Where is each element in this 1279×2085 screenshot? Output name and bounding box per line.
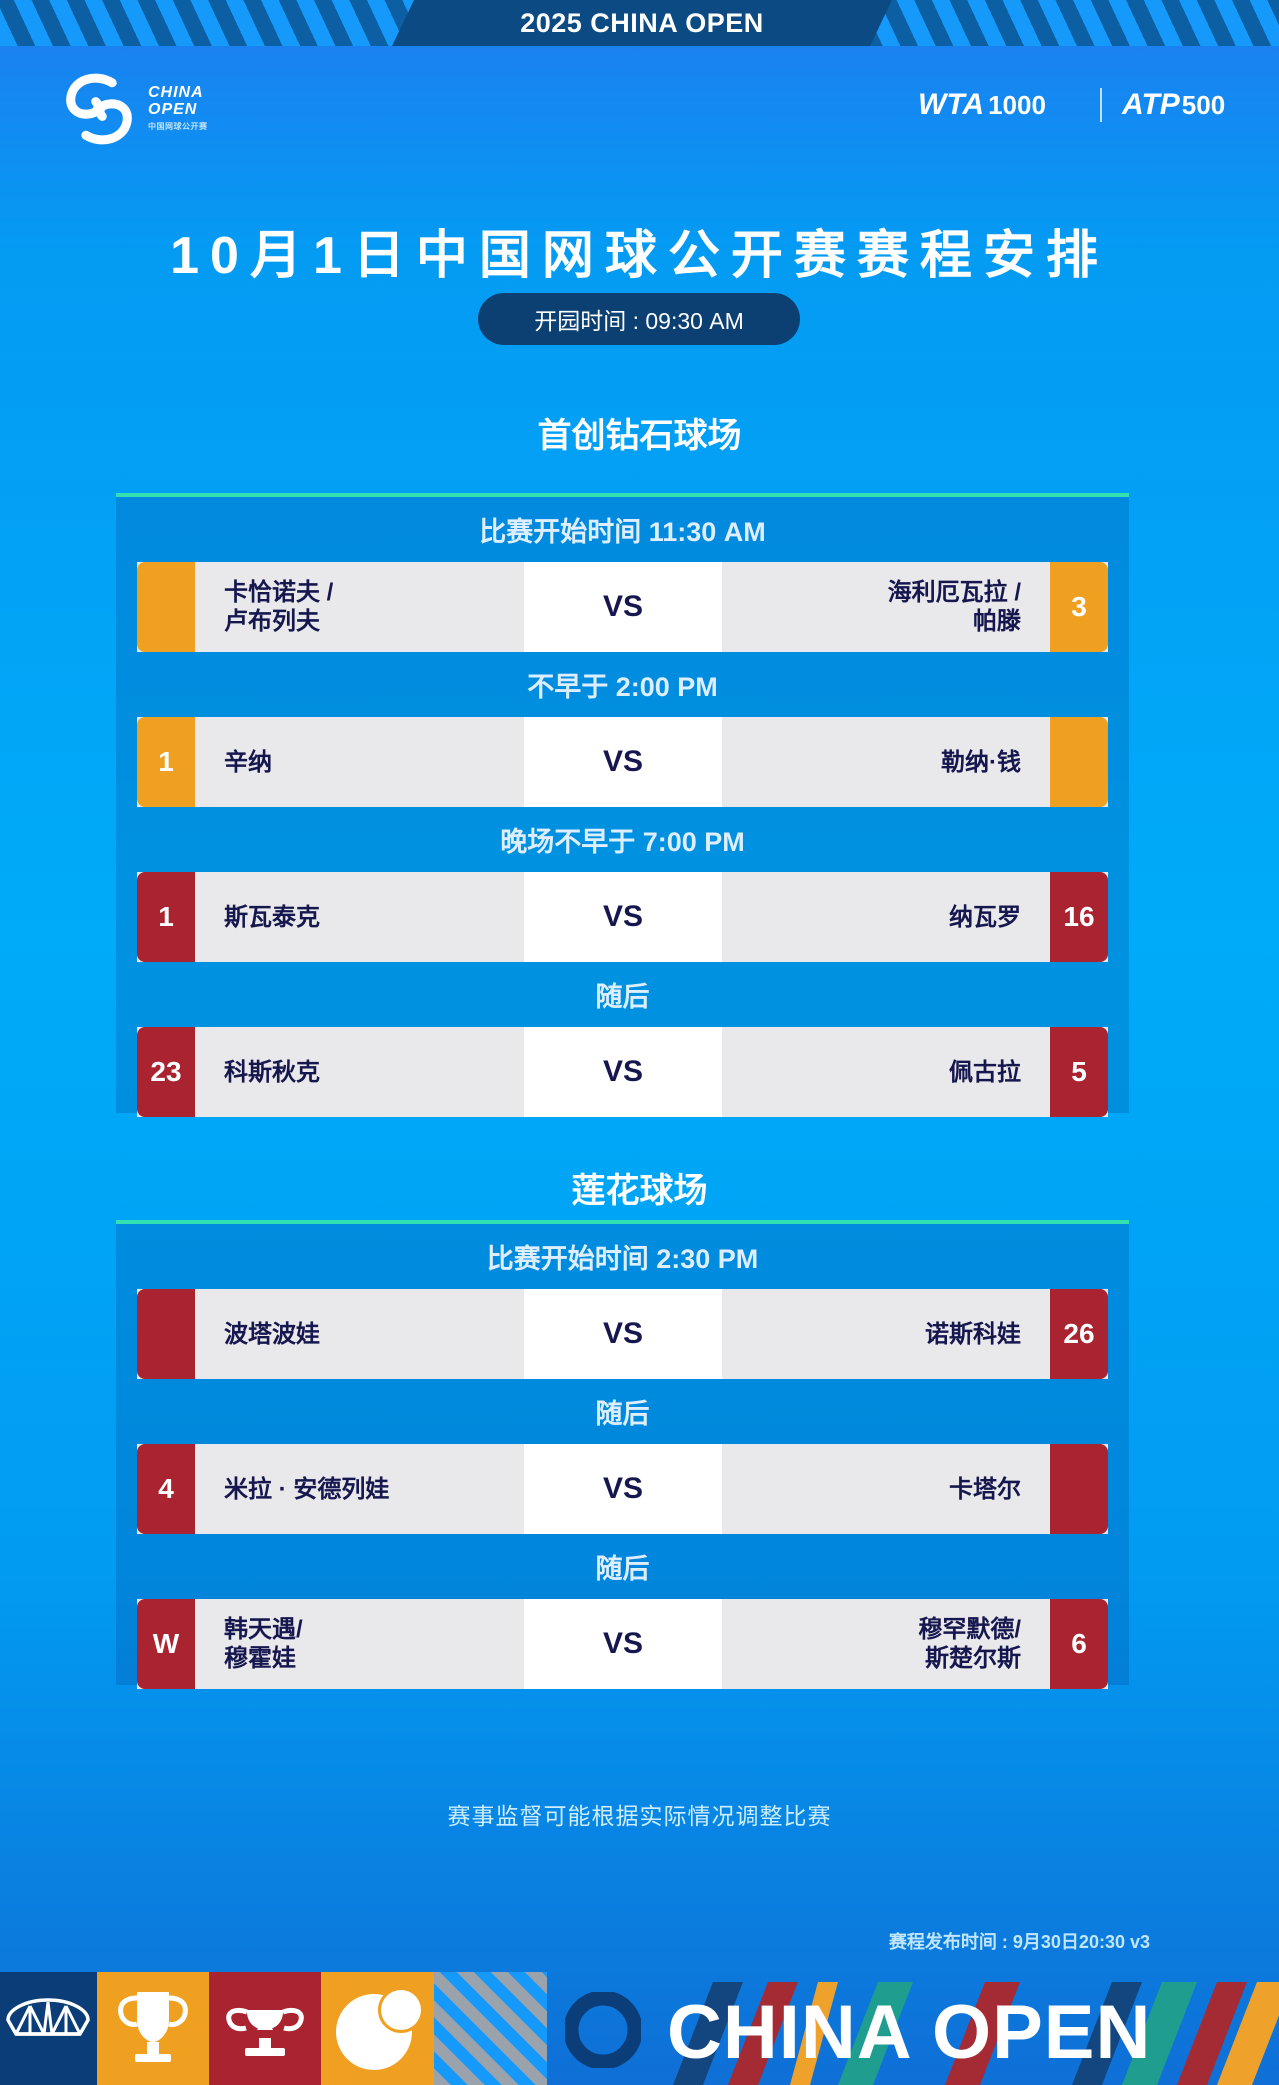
svg-text:CHINA OPEN: CHINA OPEN	[667, 1990, 1151, 2075]
